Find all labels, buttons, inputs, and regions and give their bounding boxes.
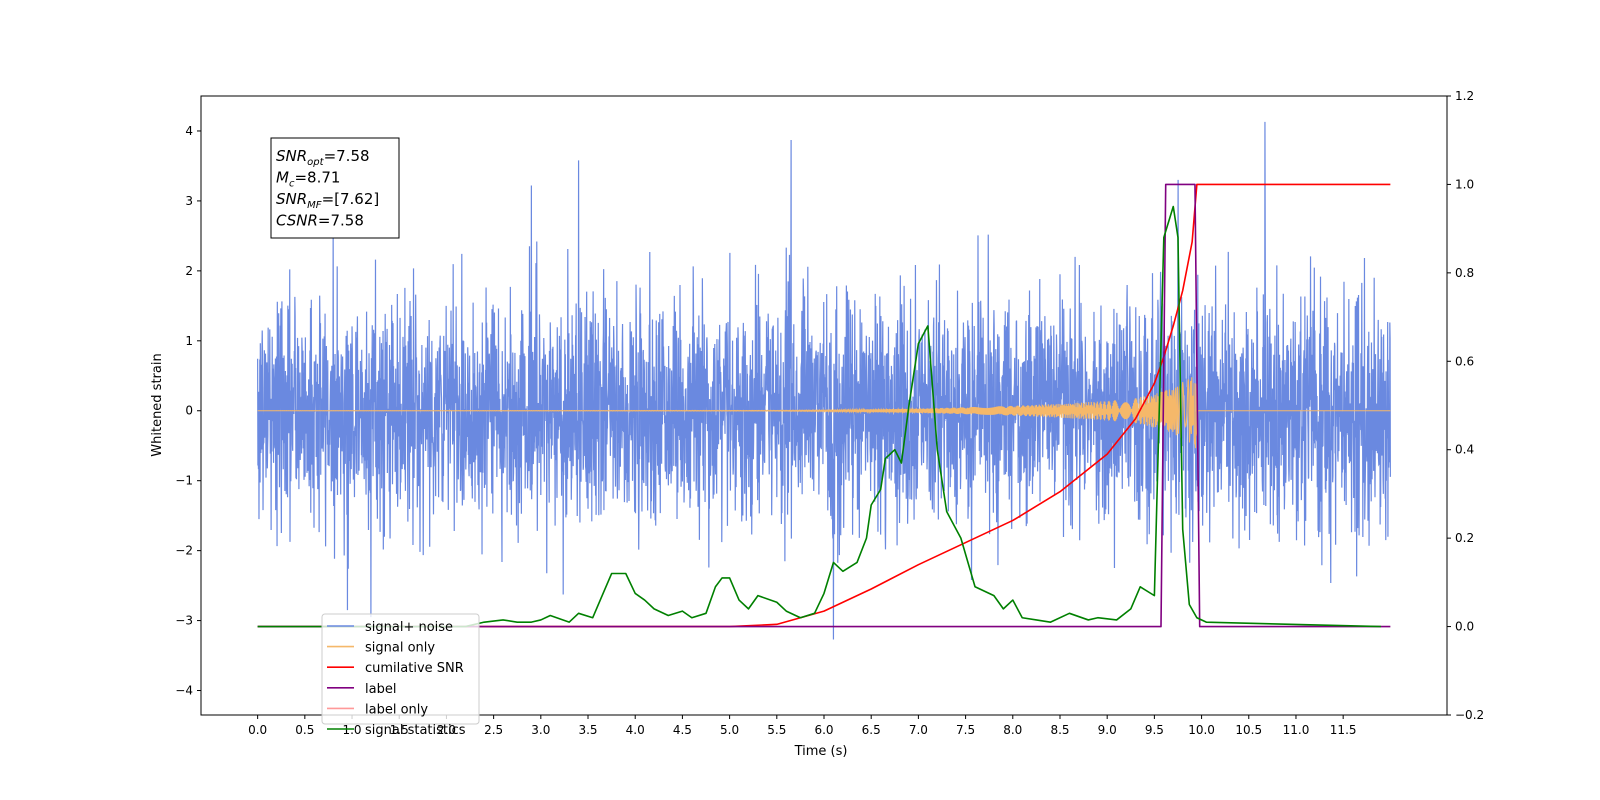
y2-tick-label: 0.2 [1455,531,1474,545]
x-tick-label: 6.0 [814,723,833,737]
legend-entry: label only [365,702,428,717]
legend: signal+ noise signal only cumilative SNR la… [321,613,480,738]
y2-tick-label: 0.6 [1455,354,1474,368]
annotation-frame [270,137,400,239]
series-label-line [257,183,1391,628]
y-axis-left: −4 −3 −2 −1 0 1 2 3 4 [175,124,201,698]
annotation-line: Mc=8.71 [276,169,340,190]
annotation-line: SNRMF=[7.62] [276,190,379,211]
y-tick-label: 3 [185,194,193,208]
x-tick-label: 11.0 [1283,723,1310,737]
x-axis-label: Time (s) [794,744,848,759]
y-tick-label: 4 [185,124,193,138]
legend-entry: signal statistics [365,723,466,738]
x-tick-label: 11.5 [1330,723,1357,737]
y-axis-label: Whitened strain [150,353,165,456]
y-tick-label: −2 [175,544,193,558]
legend-entry: signal+ noise [365,620,453,635]
y2-tick-label: 1.0 [1455,177,1474,191]
series-cumilative-snr-line [257,183,1391,628]
y-tick-label: −1 [175,474,193,488]
x-axis: 0.0 0.5 1.0 1.5 2.0 2.5 3.0 3.5 4.0 4.5 5.0 5.5 6.0 6… [248,715,1357,737]
y2-tick-label: 1.2 [1455,89,1474,103]
x-tick-label: 8.5 [1050,723,1069,737]
x-tick-label: 10.5 [1235,723,1262,737]
x-tick-label: 0.5 [295,723,314,737]
annotation-line: SNRopt=7.58 [276,147,370,168]
x-tick-label: 10.0 [1188,723,1215,737]
x-tick-label: 7.5 [956,723,975,737]
x-tick-label: 2.5 [484,723,503,737]
series-signal-statistics-line [257,205,1381,628]
x-tick-label: 1.0 [342,723,361,737]
x-tick-label: 2.0 [437,723,456,737]
series-layer [257,121,1391,640]
annotation-line: CSNR=7.58 [276,212,364,230]
x-tick-label: 8.0 [1003,723,1022,737]
x-tick-label: 3.5 [578,723,597,737]
series-signal-noise-line [257,121,1391,640]
x-tick-label: 5.5 [767,723,786,737]
y-tick-label: 0 [185,404,193,418]
x-tick-label: 5.0 [720,723,739,737]
legend-entry: cumilative SNR [365,661,464,676]
x-tick-label: 0.0 [248,723,267,737]
x-tick-label: 4.0 [626,723,645,737]
y2-tick-label: 0.4 [1455,443,1474,457]
y2-tick-label: −0.2 [1455,708,1484,722]
x-tick-label: 6.5 [862,723,881,737]
y-tick-label: 2 [185,264,193,278]
x-tick-label: 9.5 [1145,723,1164,737]
y2-tick-label: 0.0 [1455,620,1474,634]
legend-entry: signal only [365,641,435,656]
x-tick-label: 3.0 [531,723,550,737]
x-tick-label: 1.5 [390,723,409,737]
x-tick-label: 9.0 [1098,723,1117,737]
legend-frame [321,613,480,725]
x-tick-label: 4.5 [673,723,692,737]
series-signal-only-line [257,377,1391,449]
y-tick-label: 1 [185,334,193,348]
x-tick-label: 7.0 [909,723,928,737]
y-axis-right: −0.2 0.0 0.2 0.4 0.6 0.8 1.0 1.2 [1447,89,1484,722]
y2-tick-label: 0.8 [1455,266,1474,280]
y-tick-label: −3 [175,614,193,628]
y-tick-label: −4 [175,684,193,698]
legend-entry: label [365,682,396,697]
